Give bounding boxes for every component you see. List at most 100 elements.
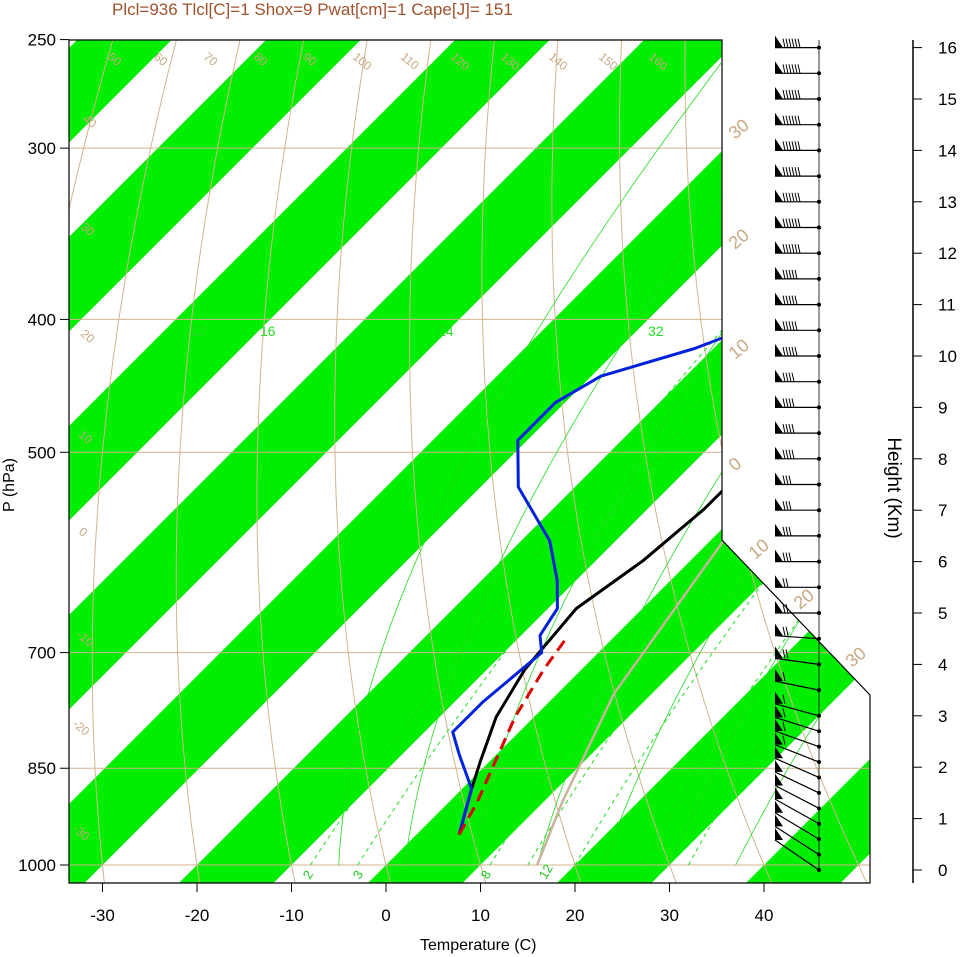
barb-pennant: [775, 759, 783, 772]
barb-flag: [794, 295, 798, 305]
barb-flag: [788, 64, 792, 74]
wind-barb: [774, 719, 821, 749]
dry-adiabat: [409, 40, 563, 883]
barb-flag: [788, 423, 792, 434]
series-temperature: [457, 40, 870, 835]
barb-pennant: [775, 369, 783, 382]
wind-barb: [775, 35, 821, 50]
barb-flag: [791, 141, 795, 151]
isotherm-label-right: 10: [725, 335, 753, 363]
barb-dot: [817, 585, 821, 590]
barb-dot: [817, 837, 821, 842]
barb-flag: [797, 64, 801, 74]
barb-flag: [794, 166, 798, 177]
barb-flag: [794, 218, 798, 228]
barb-dot: [817, 71, 821, 76]
barb-pennant: [775, 344, 783, 356]
wind-barb: [775, 395, 821, 410]
barb-flag: [785, 603, 789, 614]
barb-pennant: [775, 292, 783, 305]
barb-pennant: [775, 472, 783, 485]
barb-flag: [785, 372, 789, 382]
barb-dot: [817, 405, 821, 410]
barb-staff: [774, 825, 820, 856]
height-tick-label: 4: [938, 655, 947, 674]
barb-flag: [791, 89, 795, 100]
barb-flag: [797, 218, 801, 228]
barb-staff: [774, 757, 820, 779]
barb-flag: [788, 115, 792, 125]
green-band: [167, 40, 870, 883]
barb-flag: [791, 449, 795, 459]
height-tick-label: 7: [938, 501, 947, 520]
barb-flag: [785, 552, 789, 562]
wind-barb: [775, 601, 821, 615]
barb-staff: [774, 784, 820, 809]
barb-flag: [791, 115, 795, 125]
axes: -30-20-100102030401001502002503004005007…: [18, 31, 957, 925]
barb-flag: [791, 295, 795, 305]
barb-pennant: [775, 623, 783, 636]
x-axis-title: Temperature (C): [420, 937, 536, 954]
barb-dot: [817, 559, 821, 564]
barb-pennant: [775, 814, 783, 827]
barb-flag: [785, 64, 789, 74]
barb-flag: [782, 501, 786, 511]
y-tick-label: 400: [28, 310, 56, 329]
series-reference: [536, 40, 870, 866]
barb-flag: [782, 89, 786, 100]
barb-flag: [788, 89, 792, 100]
wind-barb: [775, 472, 821, 487]
barb-flag: [785, 649, 789, 659]
isotherm-label-right: 30: [725, 115, 753, 143]
y-tick-label: 300: [28, 139, 56, 158]
wind-barb: [775, 446, 821, 461]
dry-adiabat: [618, 40, 777, 883]
barb-flag: [788, 501, 792, 511]
barb-flag: [782, 735, 786, 745]
barb-flag: [782, 649, 786, 659]
barb-staff: [774, 744, 820, 763]
barb-flag: [785, 578, 789, 588]
barb-dot: [817, 729, 821, 734]
barb-dot: [817, 122, 821, 127]
wind-barb: [774, 773, 821, 811]
x-tick-label: -20: [185, 906, 210, 925]
barb-flag: [782, 398, 786, 408]
barb-flag: [782, 38, 786, 48]
height-axis-title: Height (Km): [883, 437, 904, 538]
barb-flag: [785, 218, 789, 228]
barb-flag: [782, 166, 786, 177]
barb-flag: [782, 708, 786, 718]
barb-flag: [788, 218, 792, 228]
moist-adiabat: [338, 62, 722, 866]
barb-flag: [782, 449, 786, 459]
barb-flag: [782, 64, 786, 74]
x-tick-label: -10: [279, 906, 304, 925]
barb-staff: [774, 798, 820, 825]
wind-barb: [775, 112, 821, 127]
wind-barb: [775, 549, 821, 564]
height-tick-label: 16: [938, 39, 957, 58]
mixing-ratio-label: 12: [536, 861, 556, 881]
wind-barb: [774, 646, 821, 667]
barb-dot: [817, 199, 821, 204]
wind-barb: [775, 344, 821, 358]
barb-flag: [785, 166, 789, 177]
wind-barbs: [774, 35, 821, 872]
barb-dot: [817, 508, 821, 513]
dry-adiabat: [551, 40, 682, 883]
barb-dot: [817, 775, 821, 780]
barb-flag: [797, 192, 801, 202]
green-band: [69, 40, 870, 883]
barb-flag: [794, 89, 798, 100]
y-tick-label: 250: [28, 31, 56, 50]
y-tick-label: 700: [28, 644, 56, 663]
barb-pennant: [775, 800, 783, 813]
barb-flag: [785, 423, 789, 434]
dry-adiabat: [91, 40, 367, 883]
barb-staff: [774, 716, 820, 732]
barb-dot: [817, 760, 821, 765]
barb-flag: [782, 475, 786, 485]
barb-dot: [817, 482, 821, 487]
